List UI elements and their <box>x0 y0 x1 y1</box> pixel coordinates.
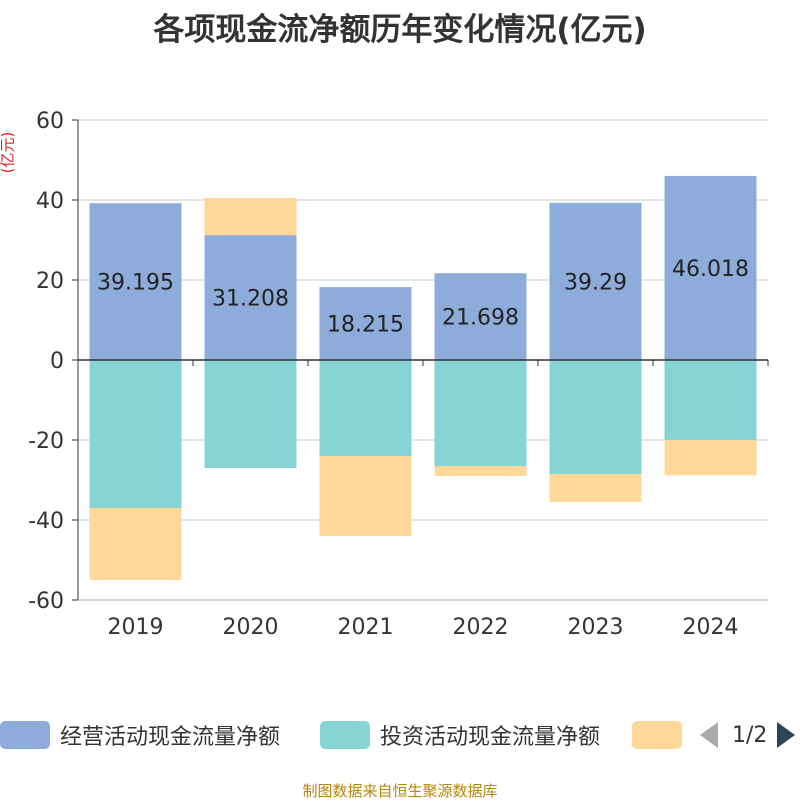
bar-2023-series-0 <box>549 202 642 360</box>
x-tick-label: 2023 <box>568 615 624 640</box>
bar-2020-series-2 <box>204 197 297 236</box>
bar-2020-series-1 <box>204 360 297 468</box>
legend-item-financing[interactable] <box>632 718 682 752</box>
x-tick-label: 2022 <box>453 615 509 640</box>
bar-2020-series-0 <box>204 235 297 360</box>
y-tick-label: -40 <box>28 509 64 534</box>
x-tick-label: 2019 <box>108 615 164 640</box>
bar-2022-series-2 <box>434 466 527 476</box>
y-tick-label: 60 <box>36 109 64 134</box>
bar-2019-series-0 <box>89 203 182 360</box>
bar-2024-series-0 <box>664 175 757 360</box>
source-note: 制图数据来自恒生聚源数据库 <box>302 782 498 800</box>
bar-2022-series-1 <box>434 360 527 466</box>
x-tick-label: 2024 <box>683 615 739 640</box>
bar-data-label: 18.215 <box>327 313 404 338</box>
y-axis-label: (亿元) <box>0 122 30 182</box>
legend-label-operating: 经营活动现金流量净额 <box>60 725 281 750</box>
bar-2022-series-0 <box>434 273 527 360</box>
bar-2021-series-2 <box>319 456 412 536</box>
y-tick-label: 20 <box>36 269 64 294</box>
legend: 经营活动现金流量净额 投资活动现金流量净额 <box>0 718 800 752</box>
pager-next-icon[interactable] <box>777 722 796 748</box>
y-tick-label: -20 <box>28 429 64 454</box>
bar-data-label: 31.208 <box>212 287 289 312</box>
bar-data-label: 21.698 <box>442 306 519 331</box>
bar-2024-series-2 <box>664 440 757 476</box>
legend-swatch-financing <box>632 721 682 749</box>
legend-item-investing[interactable]: 投资活动现金流量净额 <box>320 718 600 752</box>
legend-item-operating[interactable]: 经营活动现金流量净额 <box>0 718 280 752</box>
chart-title: 各项现金流净额历年变化情况(亿元) <box>153 12 647 48</box>
y-tick-label: -60 <box>28 589 64 614</box>
legend-swatch-operating <box>0 721 50 749</box>
bar-2023-series-2 <box>549 474 642 502</box>
bar-2024-series-1 <box>664 360 757 440</box>
bar-2021-series-1 <box>319 360 412 456</box>
legend-pager: 1/2 <box>700 720 796 750</box>
y-tick-label: 40 <box>36 189 64 214</box>
y-axis-label-text: (亿元) <box>0 131 17 174</box>
pager-page-indicator: 1/2 <box>732 722 768 748</box>
bar-2023-series-1 <box>549 360 642 474</box>
bar-2019-series-2 <box>89 508 182 580</box>
x-tick-label: 2020 <box>223 615 279 640</box>
pager-prev-icon[interactable] <box>700 722 718 748</box>
y-tick-label: 0 <box>50 349 64 374</box>
bar-data-label: 39.195 <box>97 271 174 296</box>
x-tick-label: 2021 <box>338 615 394 640</box>
bar-data-label: 39.29 <box>564 270 627 295</box>
legend-swatch-investing <box>320 721 370 749</box>
legend-label-investing: 投资活动现金流量净额 <box>380 725 601 750</box>
bar-2019-series-1 <box>89 360 182 508</box>
bar-data-label: 46.018 <box>672 257 749 282</box>
bar-2021-series-0 <box>319 287 412 360</box>
